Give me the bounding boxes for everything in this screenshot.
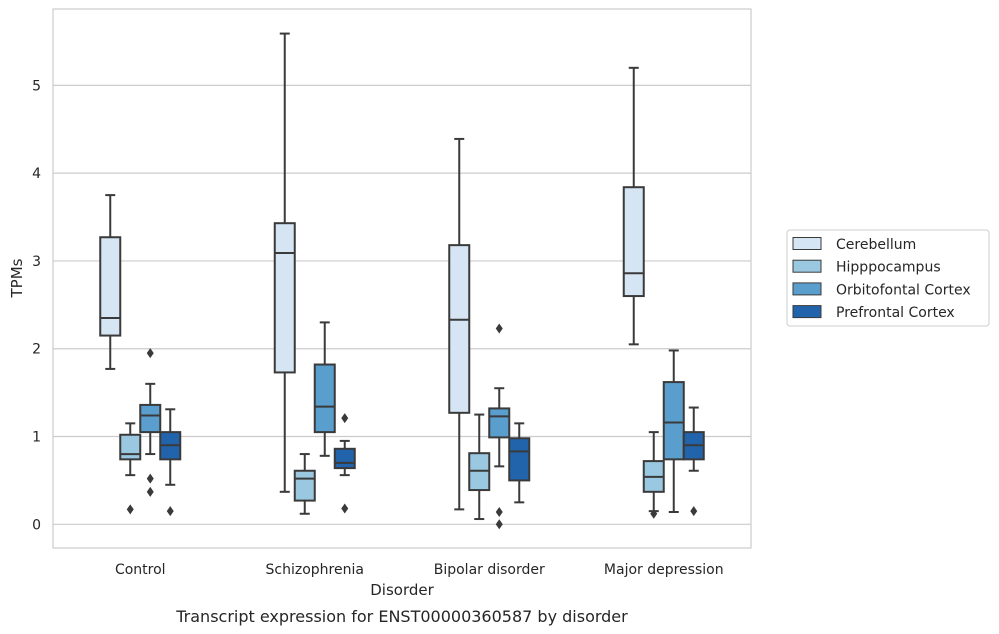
- box-body: [313, 363, 336, 434]
- x-tick-label: Schizophrenia: [266, 562, 364, 578]
- outlier-point: [495, 507, 503, 518]
- legend-swatch: [792, 282, 822, 296]
- y-tick-label: 0: [32, 517, 41, 533]
- y-axis-ticks: 0 1 2 3 4 5: [32, 78, 41, 533]
- legend-swatch: [792, 305, 822, 319]
- outlier-point: [146, 348, 154, 359]
- x-tick-label: Control: [115, 562, 166, 578]
- x-tick-label: Major depression: [604, 562, 724, 578]
- outlier-point: [126, 504, 134, 515]
- box-body: [293, 469, 316, 502]
- x-axis-title: Disorder: [370, 581, 434, 599]
- series-hipppocampus: [119, 413, 665, 521]
- legend-label: Cerebellum: [836, 237, 916, 253]
- box: [682, 406, 705, 517]
- outlier-point: [146, 486, 154, 497]
- box-body: [622, 186, 645, 298]
- box-body: [508, 437, 531, 482]
- outlier-point: [166, 506, 174, 517]
- box: [273, 32, 296, 493]
- x-axis-ticks: Control Schizophrenia Bipolar disorder Majo…: [115, 562, 724, 578]
- box: [642, 431, 665, 519]
- box: [488, 323, 511, 530]
- legend-label: Prefrontal Cortex: [836, 305, 955, 321]
- legend-label: Orbitofontal Cortex: [836, 282, 971, 298]
- box: [662, 349, 685, 514]
- box: [508, 422, 531, 504]
- series-cerebellum: [99, 32, 645, 511]
- outlier-point: [146, 473, 154, 484]
- box-body: [662, 381, 685, 461]
- box: [293, 453, 316, 515]
- y-tick-label: 5: [32, 78, 41, 94]
- box: [159, 408, 182, 517]
- box: [313, 321, 336, 457]
- outlier-point: [341, 413, 349, 424]
- legend-swatch: [792, 237, 822, 250]
- series-orbitofontal-cortex: [139, 321, 685, 530]
- box-body: [119, 433, 142, 461]
- y-tick-label: 4: [32, 166, 41, 182]
- box-body: [273, 222, 296, 374]
- box: [468, 413, 491, 521]
- box-series-group: [99, 32, 705, 530]
- box: [622, 66, 645, 346]
- box-body: [448, 244, 471, 414]
- plot-frame: [52, 8, 752, 549]
- outlier-point: [341, 503, 349, 514]
- outlier-point: [495, 323, 503, 334]
- box-body: [488, 407, 511, 439]
- grid-lines: [53, 84, 751, 525]
- outlier-point: [650, 508, 658, 519]
- box: [119, 422, 142, 515]
- y-axis-title: TPMs: [8, 258, 26, 298]
- box: [139, 348, 162, 497]
- outlier-point: [495, 519, 503, 530]
- y-tick-label: 2: [32, 342, 41, 358]
- series-prefrontal-cortex: [159, 406, 705, 517]
- box-body: [139, 403, 162, 434]
- box: [333, 413, 356, 514]
- y-tick-label: 1: [32, 430, 41, 446]
- box: [99, 194, 122, 370]
- legend: Cerebellum Hipppocampus Orbitofontal Corte…: [786, 229, 990, 327]
- x-tick-label: Bipolar disorder: [434, 562, 545, 578]
- legend-swatch: [792, 259, 822, 273]
- y-tick-label: 3: [32, 254, 41, 270]
- legend-label: Hipppocampus: [836, 260, 941, 276]
- box-body: [333, 447, 356, 470]
- legend-frame: [786, 229, 990, 327]
- box: [448, 137, 471, 511]
- outlier-point: [690, 506, 698, 517]
- figure-caption: Transcript expression for ENST0000036058…: [175, 607, 628, 626]
- box-body: [99, 236, 122, 337]
